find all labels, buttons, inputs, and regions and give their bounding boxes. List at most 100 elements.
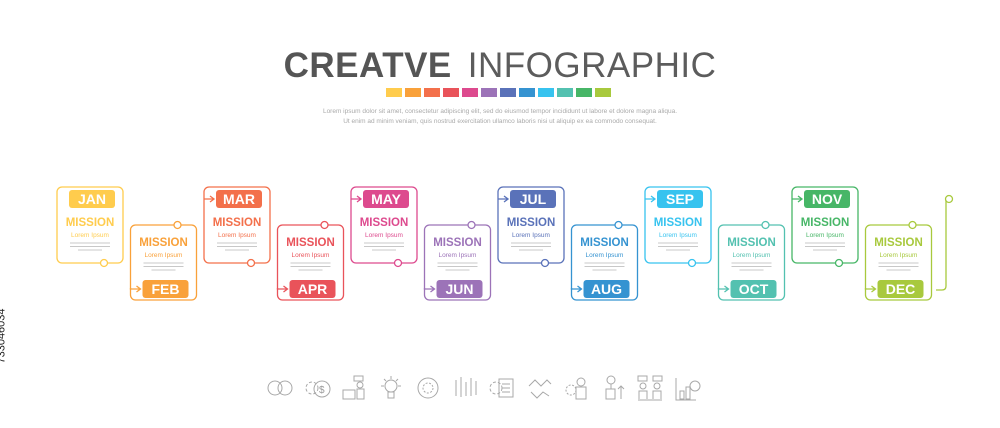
- month-label: MAY: [371, 191, 401, 207]
- mission-subtitle: Lorem Ipsum: [145, 252, 183, 259]
- mission-heading: MISSION: [580, 237, 629, 249]
- month-label: SEP: [666, 191, 694, 207]
- connector-dot-icon: [467, 220, 476, 230]
- mission-heading: MISSION: [654, 217, 703, 229]
- month-label: FEB: [152, 281, 180, 297]
- connector-dot-icon: [687, 258, 697, 268]
- month-label: NOV: [812, 191, 843, 207]
- month-badge: [289, 280, 336, 298]
- month-label: JUL: [520, 191, 547, 207]
- mission-subtitle: Lorem Ipsum: [512, 232, 550, 239]
- month-badge: [877, 280, 924, 298]
- connector-dot-icon: [99, 258, 109, 268]
- arrow-icon: [204, 195, 216, 203]
- gear-checklist-icon: [489, 378, 514, 398]
- candlestick-chart-icon: [455, 377, 477, 397]
- arrow-icon: [129, 285, 142, 293]
- connector-dot-icon: [320, 220, 329, 230]
- color-swatch: [519, 88, 535, 97]
- month-card-jun: JUN MISSION Lorem Ipsum: [423, 220, 492, 301]
- icon-row: $: [266, 374, 701, 402]
- connector-dot-icon: [834, 258, 844, 268]
- month-card-feb: FEB MISSION Lorem Ipsum: [129, 220, 198, 301]
- svg-text:$: $: [319, 385, 325, 396]
- card-border: [129, 224, 198, 301]
- month-card-aug: AUG MISSION Lorem Ipsum: [570, 220, 639, 301]
- month-card-mar: MAR MISSION Lorem Ipsum: [203, 186, 271, 268]
- mission-heading: MISSION: [874, 237, 923, 249]
- month-card-nov: NOV MISSION Lorem Ipsum: [791, 186, 859, 268]
- month-badge: [216, 190, 262, 208]
- gear-dollar-icon: $: [305, 380, 331, 398]
- arrow-icon: [645, 195, 657, 203]
- page-title: CREATVE INFOGRAPHIC: [0, 46, 1000, 86]
- color-swatch: [595, 88, 611, 97]
- color-swatch: [462, 88, 478, 97]
- mission-subtitle: Lorem Ipsum: [586, 252, 624, 259]
- month-card-jan: JAN MISSION Lorem Ipsum: [56, 186, 124, 268]
- color-swatch: [557, 88, 573, 97]
- connector-dot-icon: [173, 220, 182, 230]
- mission-subtitle: Lorem Ipsum: [733, 252, 771, 259]
- card-border: [350, 186, 418, 264]
- month-badge: [657, 190, 703, 208]
- stock-id: 733046034: [0, 308, 8, 364]
- arrow-icon: [351, 195, 363, 203]
- mission-heading: MISSION: [507, 217, 556, 229]
- arrow-icon: [792, 195, 804, 203]
- color-swatch: [424, 88, 440, 97]
- month-badge: [363, 190, 409, 208]
- mission-heading: MISSION: [433, 237, 482, 249]
- mission-subtitle: Lorem Ipsum: [880, 252, 918, 259]
- card-border: [497, 186, 565, 264]
- color-swatch: [538, 88, 554, 97]
- connector-dot-icon: [944, 194, 954, 204]
- connector-dot-icon: [614, 220, 623, 230]
- mission-heading: MISSION: [286, 237, 335, 249]
- month-badge: [583, 280, 630, 298]
- description-line-1: Lorem ipsum dolor sit amet, consectetur …: [322, 108, 678, 115]
- color-swatch: [386, 88, 402, 97]
- card-border: [791, 186, 859, 264]
- month-card-oct: OCT MISSION Lorem Ipsum: [717, 220, 786, 301]
- color-swatch: [443, 88, 459, 97]
- arrow-icon: [717, 285, 730, 293]
- color-swatch: [405, 88, 421, 97]
- month-card-may: MAY MISSION Lorem Ipsum: [350, 186, 418, 268]
- card-border: [203, 186, 271, 264]
- card-border: [423, 224, 492, 301]
- description-line-2: Ut enim ad minim veniam, quis nostrud ex…: [343, 118, 657, 125]
- mission-heading: MISSION: [139, 237, 188, 249]
- color-swatch: [481, 88, 497, 97]
- connector-dot-icon: [908, 220, 917, 230]
- arrow-icon: [864, 285, 877, 293]
- mission-heading: MISSION: [360, 217, 409, 229]
- card-border: [56, 186, 124, 264]
- month-badge: [804, 190, 850, 208]
- card-border: [644, 186, 712, 264]
- mission-heading: MISSION: [801, 217, 850, 229]
- end-connector: [936, 200, 947, 291]
- arrow-icon: [570, 285, 583, 293]
- arrow-icon: [498, 195, 510, 203]
- presenter-icon: [342, 375, 365, 400]
- mission-subtitle: Lorem Ipsum: [659, 232, 697, 239]
- business-people-icon: [637, 375, 663, 401]
- card-border: [717, 224, 786, 301]
- card-border: [570, 224, 639, 301]
- card-border: [276, 224, 345, 301]
- mission-heading: MISSION: [66, 217, 115, 229]
- mission-subtitle: Lorem Ipsum: [806, 232, 844, 239]
- month-card-dec: DEC MISSION Lorem Ipsum: [864, 220, 933, 301]
- currency-exchange-icon: [267, 380, 293, 396]
- mission-subtitle: Lorem Ipsum: [71, 232, 109, 239]
- connector-dot-icon: [540, 258, 550, 268]
- month-label: OCT: [739, 281, 769, 297]
- month-card-apr: APR MISSION Lorem Ipsum: [276, 220, 345, 301]
- month-label: JAN: [78, 191, 106, 207]
- mission-subtitle: Lorem Ipsum: [218, 232, 256, 239]
- month-badge: [436, 280, 483, 298]
- card-border: [864, 224, 933, 301]
